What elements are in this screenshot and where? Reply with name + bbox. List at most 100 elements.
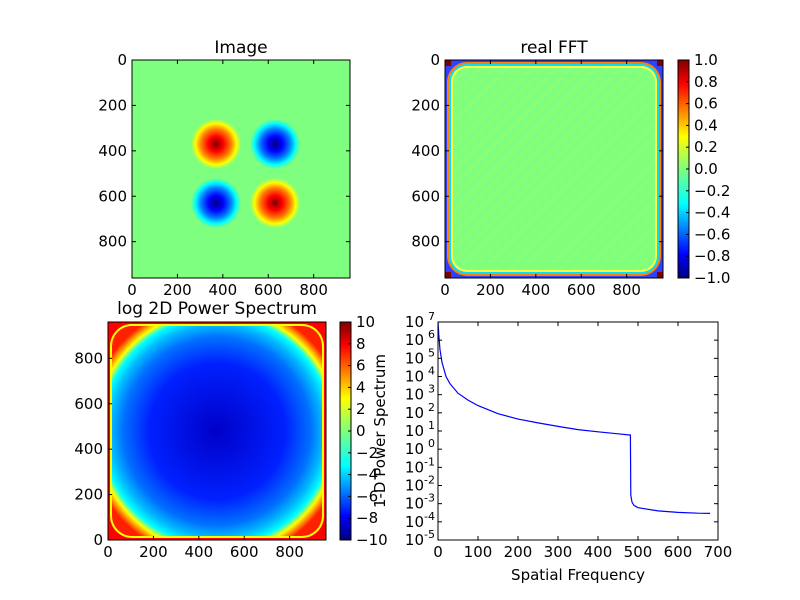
fft-xtick-label: 200 (476, 281, 505, 299)
fft-panel: real FFT 0 200 400 600 800 0 200 400 600 800 1.0 0… (411, 38, 730, 299)
fft-colorbar: 1.0 0.8 0.6 0.4 0.2 0.0 −0.2 −0.4 −0.6 −0.8 −1.0 (677, 51, 730, 287)
line-xtick-label: 600 (664, 543, 693, 561)
image-xtick-label: 800 (299, 281, 328, 299)
line-xtick-label: 200 (504, 543, 533, 561)
line-ytick-label: 10 (405, 440, 424, 458)
line-ytick-label: 10 (405, 368, 424, 386)
image-ytick-label: 800 (98, 233, 127, 251)
line-ytick-label: 10 (405, 386, 424, 404)
fft-colorbar-tick-label: −0.6 (694, 225, 730, 243)
line-ytick-label: 10 (405, 349, 424, 367)
fft-colorbar-tick-label: 0.6 (694, 95, 718, 113)
ps-colorbar-tick-label: −8 (356, 509, 378, 527)
fft-xtick-label: 800 (612, 281, 641, 299)
fft-ytick-label: 400 (411, 142, 440, 160)
ps-xtick-label: 0 (103, 543, 113, 561)
line-ytick-label: 10 (405, 331, 424, 349)
ps-colorbar-tick-label: 0 (356, 422, 366, 440)
line-ytick-label: 10 (405, 513, 424, 531)
line-ytick-exponent: 1 (428, 419, 435, 432)
ps-xtick-label: 600 (230, 543, 259, 561)
fft-colorbar-tick-label: −0.4 (694, 204, 730, 222)
ps-colorbar-tick-label: −6 (356, 487, 378, 505)
image-heatmap (132, 60, 350, 278)
line-xlabel: Spatial Frequency (511, 566, 645, 584)
ps-ytick-label: 0 (93, 531, 103, 549)
image-xtick-label: 200 (163, 281, 192, 299)
line-ytick-exponent: -5 (424, 528, 435, 541)
ps-colorbar-tick-label: −4 (356, 466, 378, 484)
line-panel: 1-D Power Spectrum 0 100 200 300 400 500 600 70… (371, 310, 732, 584)
fft-colorbar-tick-label: 0.2 (694, 138, 718, 156)
ps-ytick-label: 600 (74, 395, 103, 413)
line-ytick-exponent: -2 (424, 474, 435, 487)
series-line (438, 322, 711, 514)
image-ytick-label: 0 (117, 51, 127, 69)
line-xtick-label: 100 (464, 543, 493, 561)
ps-ytick-label: 400 (74, 440, 103, 458)
fft-title: real FFT (520, 38, 588, 58)
line-ytick-label: 10 (405, 477, 424, 495)
line-ytick-label: 10 (405, 458, 424, 476)
line-xtick-label: 400 (584, 543, 613, 561)
line-ytick-label: 10 (405, 422, 424, 440)
fft-xtick-label: 600 (567, 281, 596, 299)
line-ytick-exponent: 6 (428, 328, 435, 341)
fft-heatmap (445, 60, 663, 278)
fft-xtick-label: 0 (440, 281, 450, 299)
power-spectrum-colorbar: 10 8 6 4 2 0 −2 −4 −6 −8 −10 (339, 313, 388, 549)
image-xtick-label: 0 (127, 281, 137, 299)
ps-xtick-label: 400 (185, 543, 214, 561)
line-ytick-label: 10 (405, 495, 424, 513)
image-blob (190, 177, 242, 229)
image-xtick-label: 600 (254, 281, 283, 299)
line-ytick-label: 10 (405, 531, 424, 549)
line-ytick-exponent: -1 (424, 455, 435, 468)
ps-colorbar-tick-label: −2 (356, 444, 378, 462)
ps-colorbar-tick-label: 8 (356, 335, 366, 353)
fft-colorbar-tick-label: −0.8 (694, 247, 730, 265)
image-title: Image (214, 38, 267, 58)
image-panel: Image 0 200 400 600 800 0 200 400 600 800 (98, 38, 351, 299)
ps-colorbar-tick-label: 2 (356, 400, 366, 418)
line-ytick-exponent: 3 (428, 383, 435, 396)
fft-xtick-label: 400 (522, 281, 551, 299)
line-xtick-label: 500 (624, 543, 653, 561)
image-blob (190, 118, 242, 170)
fft-ytick-label: 200 (411, 96, 440, 114)
ps-xtick-label: 200 (139, 543, 168, 561)
line-ytick-label: 10 (405, 313, 424, 331)
image-ytick-label: 600 (98, 187, 127, 205)
line-ytick-exponent: -3 (424, 492, 435, 505)
image-blob (249, 177, 301, 229)
line-ytick-label: 10 (405, 404, 424, 422)
line-ytick-exponent: -4 (424, 510, 435, 523)
ps-colorbar-tick-label: −10 (356, 531, 388, 549)
line-ylabel: 1-D Power Spectrum (371, 354, 389, 508)
fft-colorbar-tick-label: 0.8 (694, 73, 718, 91)
fft-ytick-label: 800 (411, 233, 440, 251)
line-xtick-label: 700 (704, 543, 733, 561)
power-spectrum-panel: log 2D Power Spectrum 0 200 400 600 800 0 200 4… (74, 299, 387, 561)
line-xtick-label: 300 (544, 543, 573, 561)
line-ytick-exponent: 0 (428, 437, 435, 450)
line-ytick-exponent: 5 (428, 346, 435, 359)
line-ytick-exponent: 2 (428, 401, 435, 414)
power-spectrum-heatmap (108, 322, 326, 540)
ps-xtick-label: 800 (275, 543, 304, 561)
fft-ytick-label: 600 (411, 187, 440, 205)
ps-colorbar-tick-label: 4 (356, 378, 366, 396)
image-ytick-label: 400 (98, 142, 127, 160)
ps-ytick-label: 800 (74, 349, 103, 367)
image-xtick-label: 400 (209, 281, 238, 299)
fft-colorbar-tick-label: 0.0 (694, 160, 718, 178)
ps-colorbar-tick-label: 10 (356, 313, 375, 331)
line-ytick-exponent: 4 (428, 365, 435, 378)
fft-ytick-label: 0 (430, 51, 440, 69)
fft-colorbar-tick-label: 1.0 (694, 51, 718, 69)
line-xtick-label: 0 (433, 543, 443, 561)
line-ytick-exponent: 7 (428, 310, 435, 323)
fft-colorbar-tick-label: 0.4 (694, 116, 718, 134)
power-spectrum-title: log 2D Power Spectrum (117, 299, 317, 319)
